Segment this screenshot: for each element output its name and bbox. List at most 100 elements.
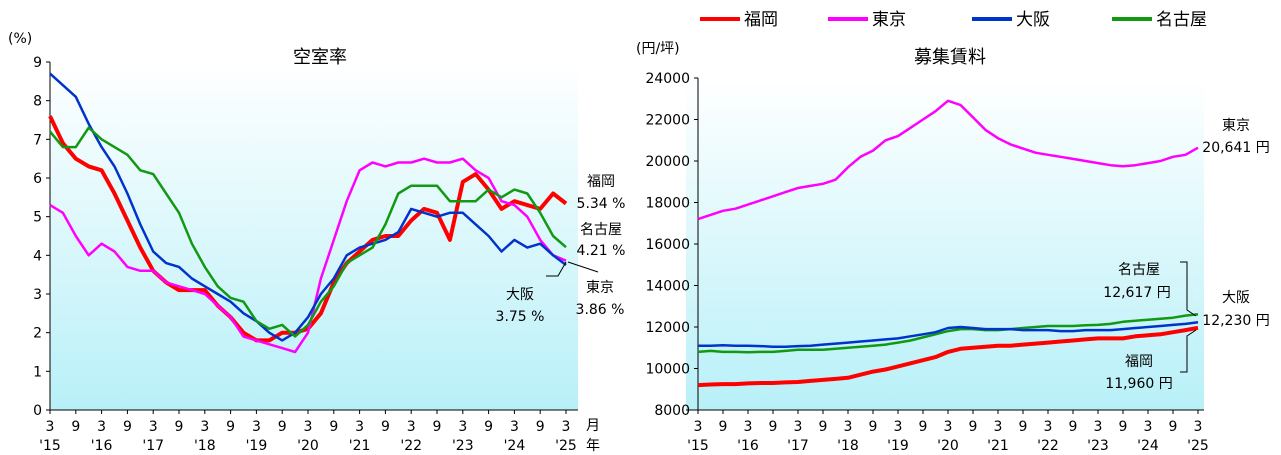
x-tick-label-month: 3 (407, 419, 416, 435)
x-tick-label-month: 9 (71, 419, 80, 435)
vacancy-end-label-nagoya-value: 4.21 % (577, 243, 626, 259)
x-tick-label-year: '15 (687, 438, 709, 454)
x-tick-label-month: 3 (355, 419, 364, 435)
y-tick-label: 24000 (645, 71, 690, 87)
x-tick-label-month: 9 (123, 419, 132, 435)
legend-item-fukuoka: 福岡 (700, 10, 778, 30)
x-tick-label-month: 3 (894, 419, 903, 435)
rent-x-ticks: 3 9 3 9 3 9 3 9 3 9 3 9 3 9 3 9 3 9 3 9 3'15'16'17'18'19'20 '… (687, 410, 1209, 454)
legend-item-osaka: 大阪 (972, 10, 1050, 30)
x-tick-label-year: '18 (837, 438, 859, 454)
x-tick-label-month: 3 (46, 419, 55, 435)
vacancy-end-label-tokyo-value: 3.86 % (576, 302, 625, 318)
x-tick-label-year: '20 (297, 438, 319, 454)
x-tick-label-year: '16 (91, 438, 113, 454)
x-tick-label-month: 9 (1119, 419, 1128, 435)
x-tick-label-month: 9 (175, 419, 184, 435)
x-tick-label-month: 9 (381, 419, 390, 435)
y-tick-label: 20000 (645, 154, 690, 170)
x-tick-label-month: 3 (1094, 419, 1103, 435)
x-tick-label-month: 9 (969, 419, 978, 435)
vacancy-x-unit-month: 月 (586, 418, 600, 434)
x-tick-label-year: '19 (887, 438, 909, 454)
x-tick-label-month: 9 (869, 419, 878, 435)
rent-end-label-fukuoka-value: 11,960 円 (1105, 376, 1172, 392)
x-tick-label-month: 9 (1019, 419, 1028, 435)
x-tick-label-month: 3 (794, 419, 803, 435)
y-tick-label: 18000 (645, 196, 690, 212)
x-tick-label-year: '23 (452, 438, 474, 454)
rent-title: 募集賃料 (914, 47, 986, 68)
x-tick-label-month: 9 (433, 419, 442, 435)
x-tick-label-month: 3 (149, 419, 158, 435)
x-tick-label-year: '20 (937, 438, 959, 454)
vacancy-y-unit: (%) (8, 31, 32, 47)
y-tick-label: 9 (33, 55, 42, 71)
rent-leader-fukuoka (1180, 329, 1197, 373)
x-tick-label-month: 9 (769, 419, 778, 435)
x-tick-label-month: 3 (97, 419, 106, 435)
rent-series (697, 99, 1199, 388)
x-tick-label-month: 9 (278, 419, 287, 435)
x-tick-label-month: 3 (200, 419, 209, 435)
x-tick-label-month: 3 (304, 419, 313, 435)
x-tick-label-year: '22 (1037, 438, 1059, 454)
y-tick-label: 14000 (645, 279, 690, 295)
vacancy-end-label-fukuoka-name: 福岡 (587, 174, 615, 190)
x-tick-label-month: 3 (844, 419, 853, 435)
x-tick-label-month: 9 (484, 419, 493, 435)
vacancy-leader-tokyo (567, 261, 599, 273)
x-tick-label-year: '17 (787, 438, 809, 454)
x-tick-label-year: '21 (987, 438, 1009, 454)
series-line-nagoya (697, 312, 1199, 354)
x-tick-label-month: 9 (1069, 419, 1078, 435)
x-tick-label-year: '17 (142, 438, 164, 454)
vacancy-end-label-osaka-name: 大阪 (506, 287, 534, 303)
x-tick-label-month: 3 (994, 419, 1003, 435)
x-tick-label-year: '24 (1137, 438, 1159, 454)
vacancy-series (48, 72, 568, 354)
vacancy-x-ticks: 3 9 3 9 3 9 3 9 3 9 3 9 3 9 3 9 3 9 3 9 3'15'16'17'18'19'20 '… (39, 410, 577, 454)
rent-leader-nagoya (1180, 261, 1197, 317)
rent-end-label-tokyo-value: 20,641 円 (1202, 140, 1269, 156)
x-tick-label-month: 3 (744, 419, 753, 435)
x-tick-label-month: 9 (719, 419, 728, 435)
x-tick-label-year: '22 (400, 438, 422, 454)
y-tick-label: 8 (33, 94, 42, 110)
vacancy-end-label-tokyo-name: 東京 (586, 280, 614, 296)
y-tick-label: 5 (33, 210, 42, 226)
y-tick-label: 16000 (645, 237, 690, 253)
x-tick-label-month: 3 (562, 419, 571, 435)
vacancy-plot-background (50, 62, 578, 410)
y-tick-label: 10000 (645, 362, 690, 378)
series-line-tokyo (697, 99, 1199, 221)
series-line-tokyo (49, 157, 567, 354)
legend-item-tokyo: 東京 (828, 10, 906, 30)
series-line-nagoya (49, 126, 567, 338)
vacancy-leader-osaka (546, 261, 567, 277)
legend-label-fukuoka: 福岡 (744, 10, 778, 30)
legend-label-tokyo: 東京 (872, 10, 906, 30)
series-line-fukuoka (697, 325, 1199, 388)
y-tick-label: 0 (33, 403, 42, 419)
x-tick-label-month: 3 (510, 419, 519, 435)
vacancy-end-label-nagoya-name: 名古屋 (580, 222, 622, 238)
vacancy-end-label-fukuoka-value: 5.34 % (577, 196, 626, 212)
x-tick-label-year: '23 (1087, 438, 1109, 454)
x-tick-label-month: 9 (1169, 419, 1178, 435)
x-tick-label-year: '25 (555, 438, 577, 454)
y-tick-label: 4 (33, 248, 42, 264)
x-tick-label-month: 9 (226, 419, 235, 435)
vacancy-end-label-osaka-value: 3.75 % (496, 309, 545, 325)
x-tick-label-year: '16 (737, 438, 759, 454)
rent-y-ticks: 8000 10000 12000 14000 16000 18000 20000 22000 2… (645, 71, 699, 419)
legend-label-osaka: 大阪 (1016, 10, 1050, 30)
legend-item-nagoya: 名古屋 (1112, 10, 1207, 30)
y-tick-label: 6 (33, 171, 42, 187)
rent-end-label-nagoya-name: 名古屋 (1118, 262, 1160, 278)
rent-end-label-fukuoka-name: 福岡 (1125, 354, 1153, 370)
x-tick-label-month: 3 (694, 419, 703, 435)
x-tick-label-year: '19 (246, 438, 268, 454)
x-tick-label-year: '25 (1187, 438, 1209, 454)
